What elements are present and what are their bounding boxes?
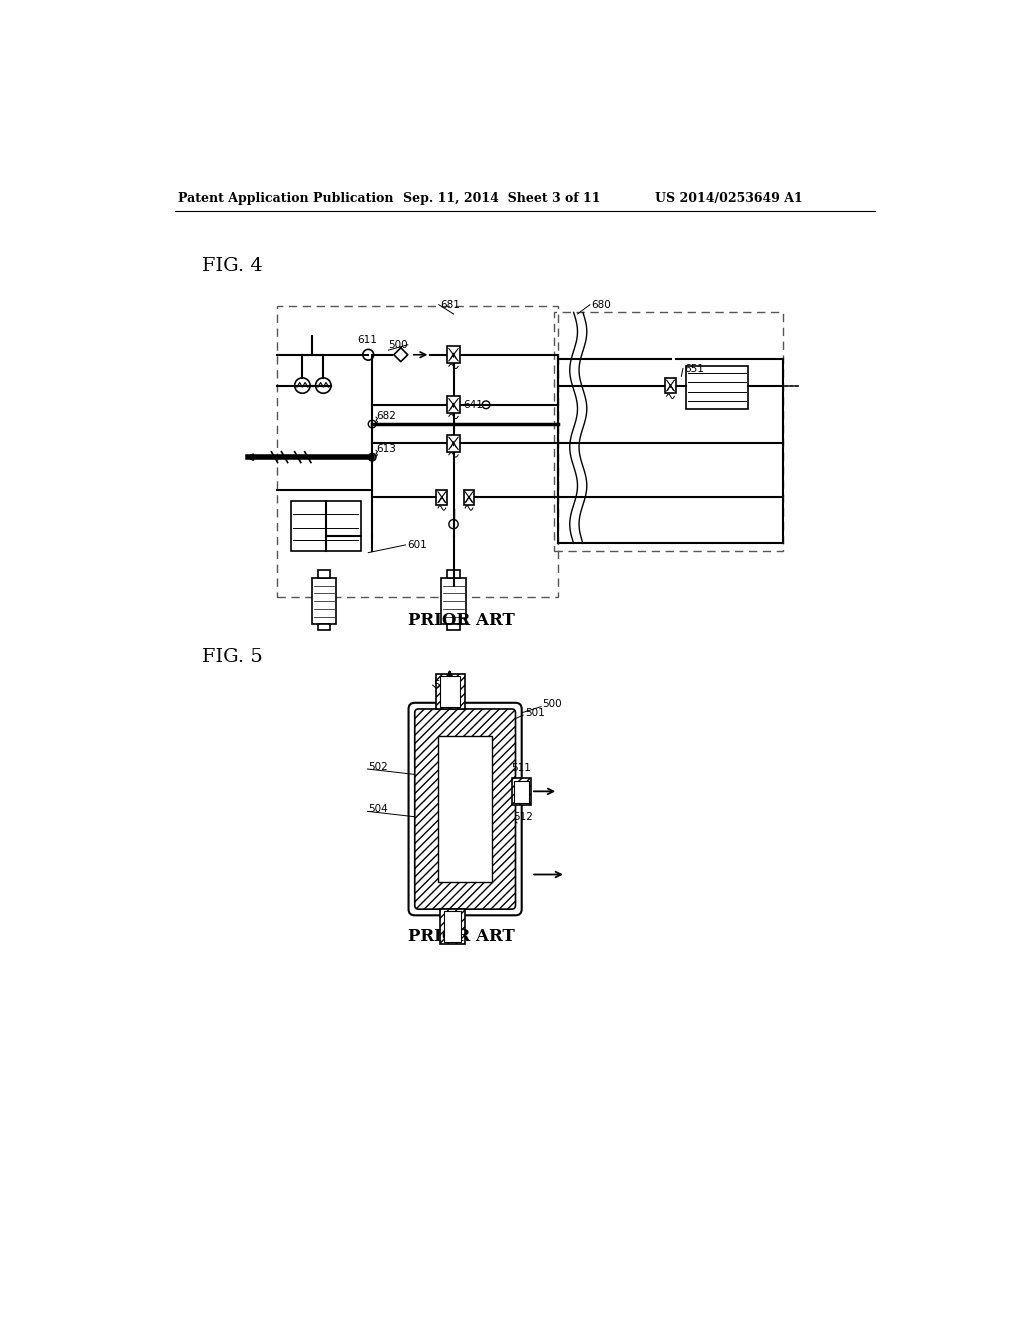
Bar [276, 306, 558, 598]
Text: 681: 681 [440, 300, 460, 310]
Bar [440, 909, 465, 944]
Bar [440, 676, 461, 708]
Text: FIG. 4: FIG. 4 [202, 257, 262, 275]
Text: 503: 503 [433, 680, 453, 690]
Text: 511: 511 [512, 763, 531, 774]
Bar [512, 779, 531, 805]
Text: 651: 651 [684, 363, 705, 374]
Text: Patent Application Publication: Patent Application Publication [178, 191, 394, 205]
Text: 500: 500 [388, 339, 408, 350]
Bar [291, 502, 360, 552]
Bar [447, 346, 460, 363]
Text: 613: 613 [376, 445, 396, 454]
Bar [447, 624, 460, 631]
Bar [311, 578, 337, 624]
Bar [447, 434, 460, 451]
Text: Sep. 11, 2014  Sheet 3 of 11: Sep. 11, 2014 Sheet 3 of 11 [403, 191, 601, 205]
Bar [554, 313, 783, 552]
Bar [665, 378, 676, 393]
Bar [438, 737, 493, 882]
Text: US 2014/0253649 A1: US 2014/0253649 A1 [655, 191, 803, 205]
Bar [441, 578, 466, 624]
Text: 512: 512 [513, 812, 534, 822]
Text: 504: 504 [369, 804, 388, 814]
Bar [686, 367, 748, 409]
Text: PRIOR ART: PRIOR ART [408, 928, 515, 945]
Text: 500: 500 [543, 698, 562, 709]
Bar [435, 675, 465, 709]
Text: 601: 601 [407, 540, 427, 550]
Bar [464, 490, 474, 506]
Bar [447, 396, 460, 413]
Bar [514, 780, 528, 803]
FancyBboxPatch shape [409, 702, 521, 915]
Text: 501: 501 [524, 708, 545, 718]
Text: 611: 611 [357, 335, 377, 345]
Bar [317, 570, 331, 578]
FancyBboxPatch shape [415, 709, 515, 909]
Text: 641: 641 [463, 400, 482, 409]
Text: 680: 680 [592, 300, 611, 310]
Text: 502: 502 [369, 762, 388, 772]
Text: FIG. 5: FIG. 5 [202, 648, 262, 667]
Bar [317, 624, 331, 631]
Text: 682: 682 [376, 412, 396, 421]
Text: PRIOR ART: PRIOR ART [408, 612, 515, 628]
Bar [444, 911, 461, 942]
Bar [447, 570, 460, 578]
Bar [436, 490, 447, 506]
